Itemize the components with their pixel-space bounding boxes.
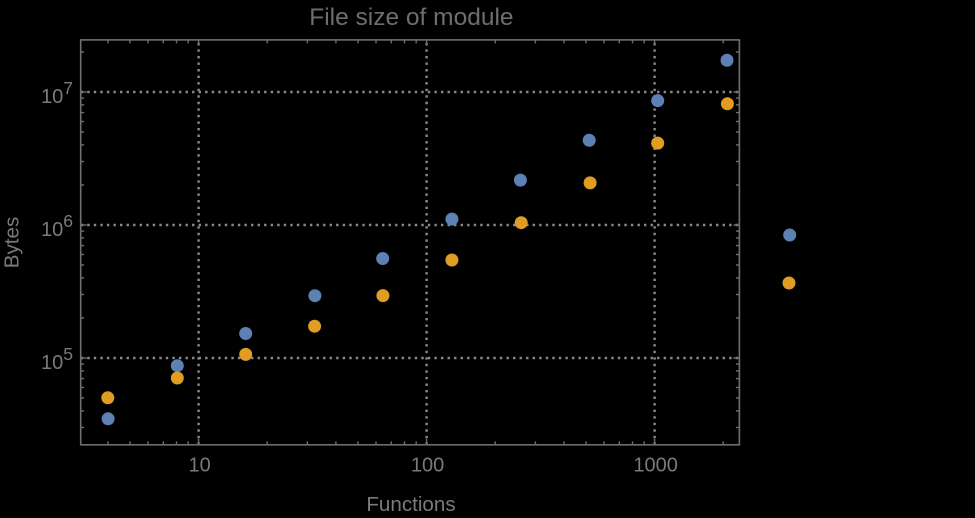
svg-text:File size of module: File size of module [309,4,513,31]
svg-text:Functions: Functions [366,493,455,513]
svg-text:10: 10 [188,455,210,477]
svg-text:Bytes: Bytes [0,217,23,269]
svg-text:1000: 1000 [633,455,678,477]
svg-text:100: 100 [411,455,444,477]
